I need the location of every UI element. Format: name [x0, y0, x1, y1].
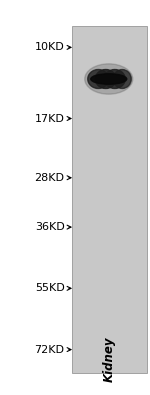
Ellipse shape: [91, 74, 127, 84]
Text: 10KD: 10KD: [35, 42, 64, 53]
Ellipse shape: [104, 70, 125, 88]
Text: 17KD: 17KD: [35, 113, 64, 124]
FancyBboxPatch shape: [72, 26, 147, 373]
Ellipse shape: [113, 70, 131, 88]
Ellipse shape: [85, 64, 133, 94]
Text: Kidney: Kidney: [102, 337, 115, 382]
Ellipse shape: [88, 70, 109, 88]
Text: 28KD: 28KD: [34, 173, 64, 183]
Text: 55KD: 55KD: [35, 283, 64, 293]
Text: 36KD: 36KD: [35, 222, 64, 232]
Ellipse shape: [95, 70, 116, 88]
Text: 72KD: 72KD: [34, 344, 64, 355]
